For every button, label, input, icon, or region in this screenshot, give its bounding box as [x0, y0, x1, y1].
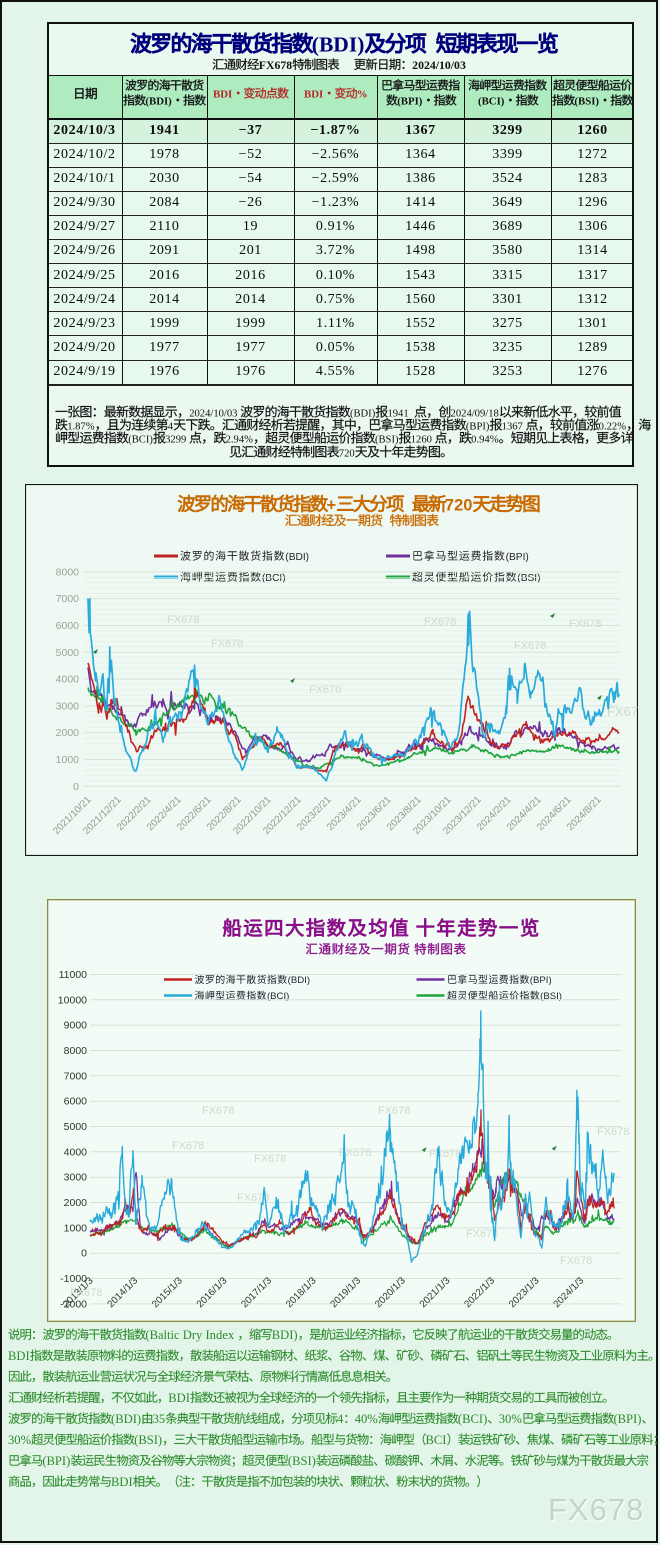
svg-text:3299: 3299 [165, 435, 186, 446]
svg-text:(BDI): (BDI) [288, 975, 310, 986]
svg-text:FX678: FX678 [424, 616, 456, 628]
svg-text:6000: 6000 [64, 1096, 88, 1108]
svg-text:(BCI): (BCI) [267, 991, 289, 1002]
svg-text:30%: 30% [8, 1433, 32, 1447]
svg-text:7000: 7000 [64, 1070, 88, 1082]
svg-text:(BCI): (BCI) [128, 435, 153, 446]
svg-text:2.94%: 2.94% [226, 435, 254, 446]
svg-text:FX678: FX678 [560, 1255, 592, 1267]
svg-text:BDI: BDI [8, 1349, 30, 1363]
svg-text:2024/09/18: 2024/09/18 [451, 408, 499, 419]
svg-text:(BDI): (BDI) [285, 552, 309, 563]
svg-text:(BSI): (BSI) [517, 573, 540, 584]
svg-text:FX678: FX678 [259, 58, 292, 72]
svg-text:(BPI): (BPI) [530, 975, 552, 986]
svg-text:3000: 3000 [56, 700, 80, 712]
svg-text:1000: 1000 [64, 1222, 88, 1234]
svg-text:1941: 1941 [387, 408, 408, 419]
svg-text:FX678: FX678 [597, 1126, 629, 1138]
svg-text:1260: 1260 [411, 435, 432, 446]
svg-text:(BPI): (BPI) [613, 1412, 641, 1426]
svg-text:(BPI): (BPI) [466, 421, 490, 432]
svg-text:1000: 1000 [56, 754, 80, 766]
svg-text:FX678: FX678 [202, 1105, 234, 1117]
svg-text:(BPI): (BPI) [397, 95, 423, 107]
svg-text:4000: 4000 [64, 1146, 88, 1158]
svg-text:FX678: FX678 [607, 704, 638, 719]
svg-text:(BDI): (BDI) [146, 95, 173, 107]
svg-text:FX678: FX678 [378, 1105, 410, 1117]
svg-text:8000: 8000 [56, 566, 80, 578]
svg-text:(BCI): (BCI) [262, 573, 286, 584]
svg-text:35: 35 [153, 1412, 166, 1426]
svg-text:(BCI): (BCI) [478, 95, 505, 107]
svg-text:(Baltic Dry Index: (Baltic Dry Index [145, 1328, 234, 1342]
svg-text:30%: 30% [499, 1412, 523, 1426]
svg-text:720: 720 [339, 448, 355, 459]
svg-text:0: 0 [81, 1248, 87, 1260]
svg-text:BDI: BDI [111, 1475, 133, 1489]
svg-text:5000: 5000 [56, 647, 80, 659]
svg-text:(BSI): (BSI) [134, 1433, 162, 1447]
svg-text:4000: 4000 [56, 674, 80, 686]
svg-text:8000: 8000 [64, 1045, 88, 1057]
svg-text:5000: 5000 [64, 1121, 88, 1133]
svg-text:-1000: -1000 [60, 1273, 87, 1285]
svg-text:(BPI): (BPI) [506, 552, 529, 563]
svg-text:FX678: FX678 [211, 638, 243, 650]
svg-text:(BDI): (BDI) [350, 408, 376, 419]
svg-text:10000: 10000 [58, 994, 87, 1006]
svg-text:FX678: FX678 [237, 1192, 269, 1204]
svg-text:FX678: FX678 [466, 1228, 498, 1240]
svg-text:BCI: BCI [425, 1433, 446, 1447]
svg-text:(BSI): (BSI) [575, 95, 600, 107]
svg-text:FX678: FX678 [254, 1153, 286, 1165]
svg-text:11000: 11000 [59, 969, 88, 981]
svg-text:BDI): BDI) [272, 1328, 298, 1342]
svg-text:(BSI): (BSI) [540, 991, 562, 1002]
svg-text:2000: 2000 [56, 727, 80, 739]
svg-text:(BPI): (BPI) [42, 1454, 70, 1468]
svg-text:FX678: FX678 [70, 1287, 102, 1299]
svg-text:(BSI): (BSI) [375, 435, 399, 446]
svg-text:40%: 40% [355, 1412, 379, 1426]
svg-text:(BDI): (BDI) [111, 1412, 141, 1426]
svg-text:7000: 7000 [56, 593, 80, 605]
svg-text:2000: 2000 [64, 1197, 88, 1209]
svg-text:FX678: FX678 [429, 1148, 461, 1160]
svg-text:0.22%: 0.22% [599, 421, 627, 432]
svg-text:2024/10/03: 2024/10/03 [189, 408, 237, 419]
svg-text:FX670: FX670 [309, 684, 341, 696]
svg-text:0.94%: 0.94% [471, 435, 499, 446]
svg-text:4: 4 [168, 421, 174, 432]
svg-text:FX678: FX678 [569, 618, 601, 630]
svg-text:4: 4 [337, 1412, 344, 1426]
svg-text:%: % [356, 89, 367, 101]
svg-text:-2000: -2000 [60, 1298, 87, 1310]
svg-text:FX678: FX678 [172, 1140, 204, 1152]
svg-text:BDI: BDI [168, 1391, 190, 1405]
svg-text:BDI: BDI [213, 89, 232, 101]
svg-text:BDI: BDI [304, 89, 323, 101]
svg-text:FX678: FX678 [167, 614, 199, 626]
svg-text:2024/10/03: 2024/10/03 [412, 58, 466, 72]
svg-text:(BDI): (BDI) [311, 32, 364, 56]
svg-text:(BCI): (BCI) [458, 1412, 487, 1426]
svg-text:3000: 3000 [64, 1172, 88, 1184]
svg-text:+: + [327, 496, 337, 514]
svg-text:FX678: FX678 [514, 640, 546, 652]
svg-text:(BSI): (BSI) [288, 1454, 316, 1468]
svg-text:9000: 9000 [64, 1020, 88, 1032]
svg-text:720: 720 [445, 496, 473, 514]
svg-text:FX678: FX678 [339, 1147, 371, 1159]
svg-text:0: 0 [73, 781, 79, 793]
svg-text:1.87%: 1.87% [67, 421, 95, 432]
svg-text:1367: 1367 [502, 421, 523, 432]
svg-text:6000: 6000 [56, 620, 80, 632]
